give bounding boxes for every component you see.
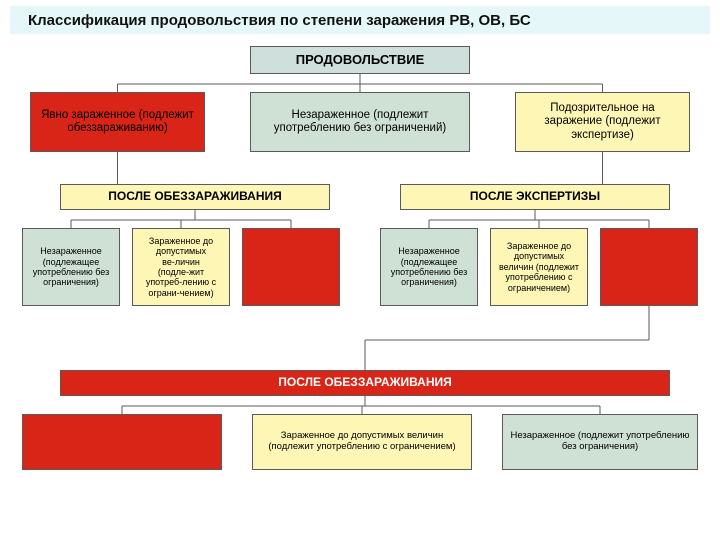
node-category-contaminated: Явно зараженное (подлежит обеззараживани… bbox=[30, 92, 205, 152]
node-leaf-right-2: Зараженное до допустимых величин (подлеж… bbox=[490, 228, 588, 306]
node-root: ПРОДОВОЛЬСТВИЕ bbox=[250, 46, 470, 74]
node-stage-after-decontamination-1: ПОСЛЕ ОБЕЗЗАРАЖИВАНИЯ bbox=[60, 184, 330, 210]
node-stage-after-expertise: ПОСЛЕ ЭКСПЕРТИЗЫ bbox=[400, 184, 670, 210]
node-leaf-left-1: Незараженное (подлежащее употреблению бе… bbox=[22, 228, 120, 306]
node-leaf-left-3: Зараженное выше допусти‑мых величин (под… bbox=[242, 228, 340, 306]
node-bottom-3: Незараженное (подлежит употреблению без … bbox=[502, 414, 698, 470]
node-leaf-right-3: Зараженное выше допустимых величин (подл… bbox=[600, 228, 698, 306]
node-leaf-left-2: Зараженное до допустимых ве‑личин (подле… bbox=[132, 228, 230, 306]
node-category-uncontaminated: Незараженное (подлежит употреблению без … bbox=[250, 92, 470, 152]
node-leaf-right-1: Незараженное (подлежащее употреблению бе… bbox=[380, 228, 478, 306]
node-stage-after-decontamination-2: ПОСЛЕ ОБЕЗЗАРАЖИВАНИЯ bbox=[60, 370, 670, 396]
diagram-title: Классификация продовольствия по степени … bbox=[10, 6, 710, 34]
node-bottom-2: Зараженное до допустимых величин (подлеж… bbox=[252, 414, 472, 470]
node-category-suspicious: Подозрительное на заражение (подлежит эк… bbox=[515, 92, 690, 152]
node-bottom-1: Зараженное выше допустимых величин (подл… bbox=[22, 414, 222, 470]
